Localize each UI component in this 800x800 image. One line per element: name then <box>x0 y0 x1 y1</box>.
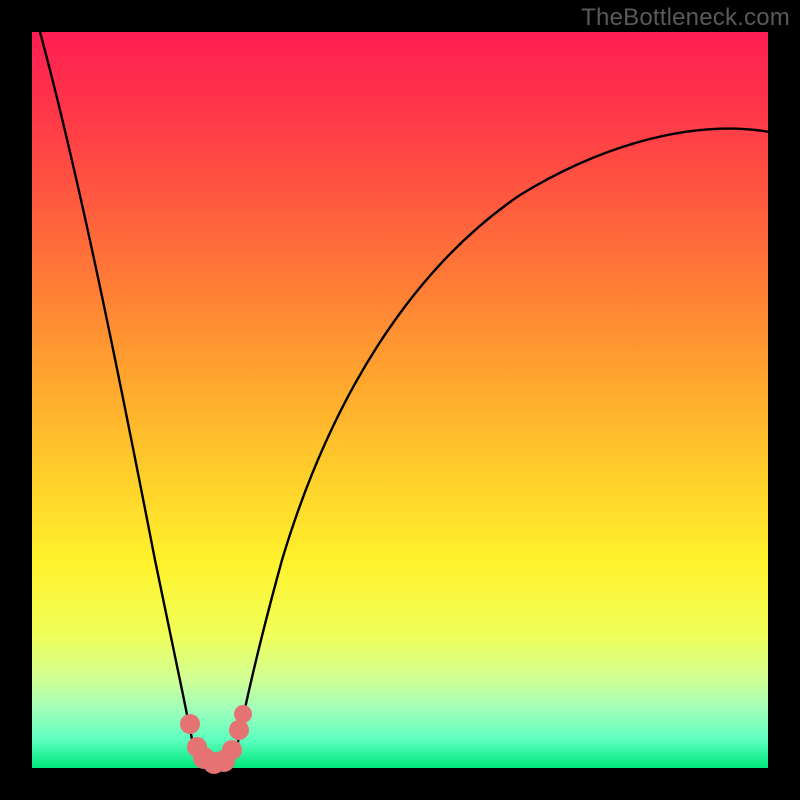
chart-container: TheBottleneck.com <box>0 0 800 800</box>
marker-point <box>229 720 249 740</box>
marker-point <box>234 705 252 723</box>
marker-point <box>222 740 242 760</box>
chart-svg <box>0 0 800 800</box>
watermark-text: TheBottleneck.com <box>581 4 790 32</box>
plot-background-gradient <box>32 32 768 768</box>
marker-point <box>180 714 200 734</box>
